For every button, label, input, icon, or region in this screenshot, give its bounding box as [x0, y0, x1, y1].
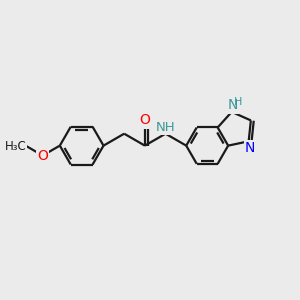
- Text: O: O: [37, 148, 48, 163]
- Text: O: O: [37, 148, 48, 163]
- Text: NH: NH: [156, 121, 176, 134]
- Text: O: O: [140, 113, 150, 127]
- Text: H₃C: H₃C: [4, 140, 26, 153]
- Text: NH: NH: [156, 121, 176, 134]
- Text: H: H: [234, 97, 242, 107]
- Text: N: N: [228, 98, 238, 112]
- Text: N: N: [244, 141, 255, 155]
- Text: O: O: [140, 114, 150, 128]
